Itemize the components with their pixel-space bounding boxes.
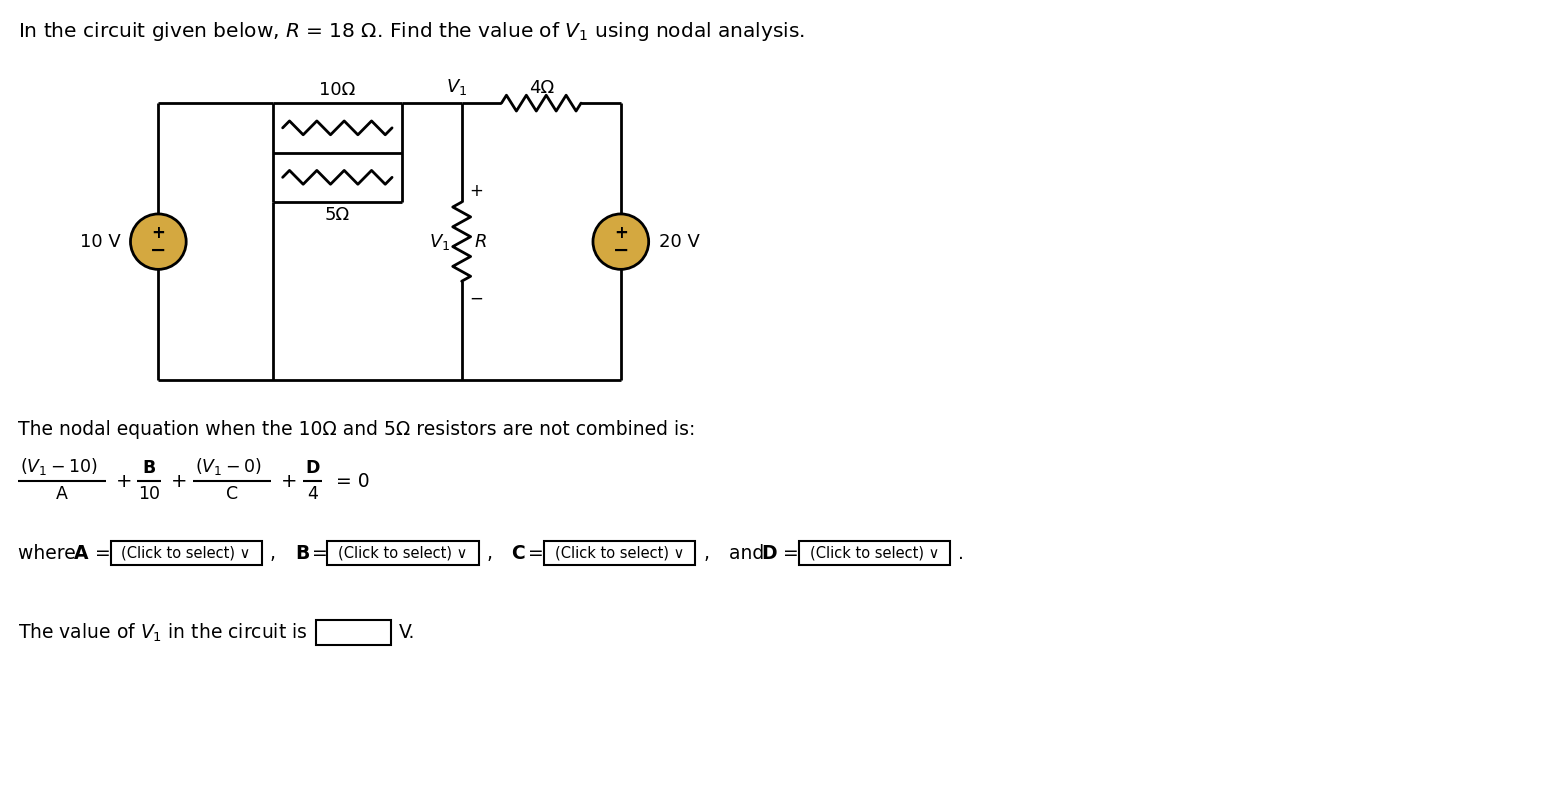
FancyBboxPatch shape (111, 541, 262, 565)
Text: +: + (615, 224, 628, 242)
Text: ,: , (270, 544, 276, 563)
Text: $R$: $R$ (474, 232, 486, 251)
Text: $V_1$: $V_1$ (446, 77, 468, 97)
Text: = 0: = 0 (337, 471, 371, 490)
Text: $\mathbf{B}$: $\mathbf{B}$ (284, 544, 310, 563)
Text: ,: , (704, 544, 709, 563)
Text: =: = (88, 544, 116, 563)
Text: =: = (522, 544, 550, 563)
FancyBboxPatch shape (327, 541, 479, 565)
Text: 5Ω: 5Ω (324, 206, 350, 224)
Text: −: − (613, 241, 628, 260)
Text: D: D (306, 459, 320, 477)
Circle shape (593, 214, 648, 269)
Text: 10: 10 (139, 485, 161, 503)
Text: 10Ω: 10Ω (320, 81, 355, 100)
Text: The nodal equation when the 10Ω and 5Ω resistors are not combined is:: The nodal equation when the 10Ω and 5Ω r… (19, 419, 695, 439)
FancyBboxPatch shape (798, 541, 950, 565)
Text: (Click to select) ∨: (Click to select) ∨ (809, 546, 939, 561)
Text: and: and (718, 544, 770, 563)
Text: $\mathbf{A}$: $\mathbf{A}$ (73, 544, 90, 563)
Text: +: + (116, 471, 133, 490)
Text: In the circuit given below, $R$ = 18 Ω. Find the value of $V_1$ using nodal anal: In the circuit given below, $R$ = 18 Ω. … (19, 20, 804, 43)
Text: (Click to select) ∨: (Click to select) ∨ (122, 546, 250, 561)
Text: $\mathbf{C}$: $\mathbf{C}$ (500, 544, 527, 563)
Text: .: . (957, 544, 963, 563)
Text: (Click to select) ∨: (Click to select) ∨ (556, 546, 684, 561)
Text: $\mathbf{D}$: $\mathbf{D}$ (761, 544, 778, 563)
Text: =: = (306, 544, 334, 563)
Text: 4: 4 (307, 485, 318, 503)
Text: $(V_1 - 0)$: $(V_1 - 0)$ (195, 456, 261, 477)
Text: +: + (469, 182, 483, 200)
Text: V.: V. (398, 623, 415, 642)
Text: where: where (19, 544, 82, 563)
Text: +: + (151, 224, 165, 242)
FancyBboxPatch shape (317, 619, 391, 646)
Text: 20 V: 20 V (659, 232, 699, 251)
Text: −: − (150, 241, 167, 260)
Text: $V_1$: $V_1$ (429, 232, 449, 252)
Text: $(V_1 - 10)$: $(V_1 - 10)$ (20, 456, 97, 477)
Text: B: B (142, 459, 156, 477)
Text: +: + (281, 471, 296, 490)
Text: 4Ω: 4Ω (528, 79, 554, 97)
Text: +: + (171, 471, 188, 490)
FancyBboxPatch shape (543, 541, 695, 565)
Text: =: = (777, 544, 804, 563)
Text: A: A (56, 485, 68, 503)
Text: 10 V: 10 V (80, 232, 120, 251)
Circle shape (131, 214, 187, 269)
Text: The value of $V_1$ in the circuit is: The value of $V_1$ in the circuit is (19, 622, 309, 644)
Text: ,: , (486, 544, 493, 563)
Text: (Click to select) ∨: (Click to select) ∨ (338, 546, 468, 561)
Text: −: − (469, 289, 483, 307)
Text: C: C (225, 485, 238, 503)
